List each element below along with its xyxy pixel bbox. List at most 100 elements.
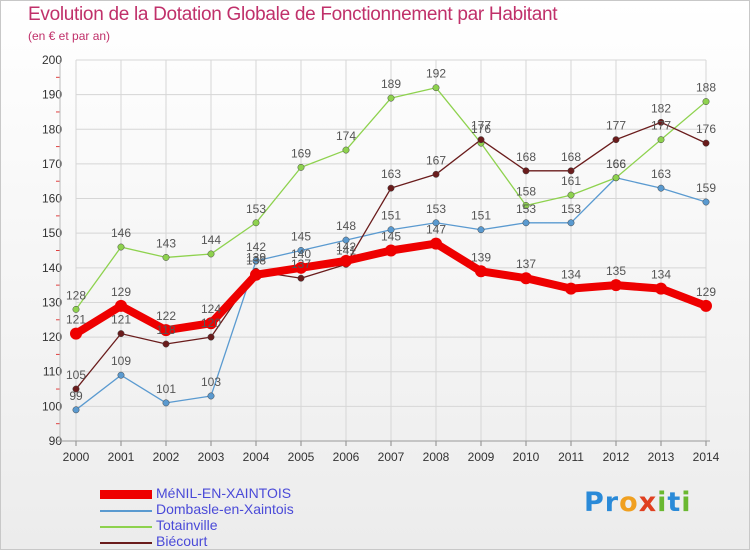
data-label: 177 — [606, 119, 626, 133]
data-point — [162, 340, 170, 348]
data-point — [520, 272, 532, 285]
proxiti-logo: Proxiti — [584, 487, 692, 518]
y-tick-label: 150 — [42, 226, 62, 240]
data-label: 135 — [606, 264, 626, 278]
data-point — [162, 253, 170, 261]
data-label: 109 — [111, 354, 131, 368]
data-point — [612, 174, 620, 182]
data-point — [387, 226, 395, 234]
x-tick-label: 2008 — [423, 450, 450, 464]
data-point — [522, 219, 530, 227]
data-label: 121 — [66, 313, 86, 327]
logo-letter: P — [584, 487, 605, 518]
data-point — [522, 167, 530, 175]
data-point — [117, 330, 125, 338]
data-point — [657, 184, 665, 192]
series-lines — [70, 84, 712, 414]
data-point — [117, 371, 125, 379]
data-label: 143 — [156, 236, 176, 250]
legend-label: Biécourt — [156, 533, 208, 549]
x-tick-label: 2012 — [603, 450, 630, 464]
y-tick-label: 100 — [42, 399, 62, 413]
data-point — [252, 257, 260, 265]
y-tick-label: 90 — [49, 434, 63, 448]
x-tick-label: 2001 — [108, 450, 135, 464]
data-point — [117, 243, 125, 251]
data-label: 176 — [471, 122, 491, 136]
x-tick-label: 2003 — [198, 450, 225, 464]
data-label: 137 — [516, 257, 536, 271]
legend-label: MéNIL-EN-XAINTOIS — [156, 485, 292, 501]
data-point — [342, 146, 350, 154]
data-point — [160, 324, 172, 337]
data-point — [162, 399, 170, 407]
data-label: 124 — [201, 302, 221, 316]
data-point — [72, 406, 80, 414]
data-label: 134 — [651, 268, 671, 282]
x-tick-label: 2007 — [378, 450, 405, 464]
data-point — [702, 198, 710, 206]
x-tick-label: 2000 — [63, 450, 90, 464]
x-tick-label: 2006 — [333, 450, 360, 464]
data-label: 153 — [561, 202, 581, 216]
data-point — [702, 98, 710, 106]
data-point — [295, 261, 307, 274]
data-point — [250, 268, 262, 281]
data-label: 103 — [201, 375, 221, 389]
data-label: 140 — [291, 247, 311, 261]
legend-label: Dombasle-en-Xaintois — [156, 501, 294, 517]
data-label: 141 — [336, 243, 356, 257]
data-label: 142 — [246, 240, 266, 254]
y-tick-label: 110 — [43, 365, 62, 379]
data-label: 145 — [381, 230, 401, 244]
y-tick-label: 140 — [42, 261, 62, 275]
data-point — [612, 136, 620, 144]
data-label: 153 — [246, 202, 266, 216]
x-tick-label: 2011 — [558, 450, 584, 464]
y-tick-label: 200 — [42, 53, 62, 67]
chart-subtitle: (en € et par an) — [28, 29, 111, 43]
data-point — [475, 265, 487, 278]
logo-letter: i — [657, 487, 668, 518]
data-point — [387, 184, 395, 192]
data-label: 159 — [696, 181, 716, 195]
data-label: 144 — [201, 233, 221, 247]
data-label: 168 — [561, 150, 581, 164]
data-point — [565, 282, 577, 295]
data-point — [252, 219, 260, 227]
data-label: 151 — [471, 209, 491, 223]
data-point — [387, 94, 395, 102]
data-label: 134 — [561, 268, 581, 282]
legend-swatch — [100, 526, 152, 528]
x-tick-label: 2005 — [288, 450, 315, 464]
data-label: 192 — [426, 67, 446, 81]
data-label: 139 — [471, 250, 491, 264]
data-label: 122 — [156, 309, 176, 323]
data-label: 161 — [561, 174, 581, 188]
x-tick-label: 2010 — [513, 450, 540, 464]
legend: MéNIL-EN-XAINTOIS Dombasle-en-Xaintois T… — [100, 485, 340, 550]
data-point — [567, 167, 575, 175]
data-point — [385, 244, 397, 257]
data-point — [655, 282, 667, 295]
legend-label: Totainville — [156, 517, 218, 533]
data-label: 145 — [291, 230, 311, 244]
data-label: 177 — [651, 119, 671, 133]
data-label: 121 — [111, 313, 131, 327]
data-point — [297, 163, 305, 171]
data-point — [70, 327, 82, 340]
data-point — [522, 202, 530, 209]
y-tick-label: 170 — [42, 157, 62, 171]
data-point — [567, 191, 575, 199]
logo-letter: i — [681, 487, 692, 518]
data-label: 167 — [426, 153, 446, 167]
data-label: 188 — [696, 81, 716, 95]
logo-letter: r — [604, 487, 620, 518]
legend-item: Biécourt — [100, 533, 340, 550]
logo-letter: t — [667, 487, 682, 518]
data-label: 189 — [381, 77, 401, 91]
x-tick-label: 2014 — [693, 450, 720, 464]
data-label: 151 — [381, 209, 401, 223]
